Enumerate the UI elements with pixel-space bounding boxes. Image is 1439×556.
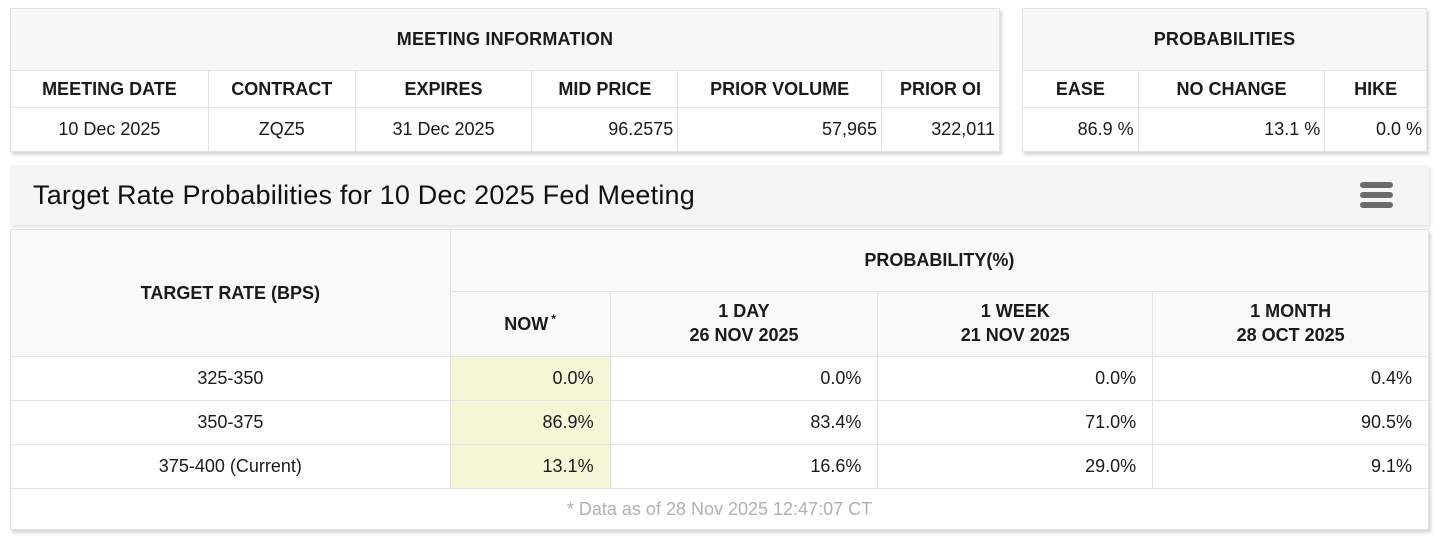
col-1-day-date: 26 NOV 2025 [689, 325, 799, 345]
col-header-1-week: 1 WEEK 21 NOV 2025 [877, 291, 1154, 357]
col-header-now: NOW * [449, 291, 611, 357]
month1-probability-value: 0.4% [1152, 356, 1429, 401]
col-header-mid-price: MID PRICE [531, 70, 679, 108]
col-header-prior-oi: PRIOR OI [881, 70, 1000, 108]
ease-value: 86.9 % [1022, 107, 1139, 152]
col-1-month-label: 1 MONTH [1250, 301, 1332, 322]
month1-probability-value: 9.1% [1152, 444, 1429, 489]
col-header-prior-volume: PRIOR VOLUME [677, 70, 883, 108]
prior-volume-value: 57,965 [677, 107, 883, 152]
day1-probability-value: 16.6% [609, 444, 879, 489]
probabilities-title-row: PROBABILITIES [1022, 8, 1427, 71]
hamburger-bar [1360, 202, 1393, 208]
col-1-month-date: 28 OCT 2025 [1236, 325, 1345, 345]
col-header-contract: CONTRACT [207, 70, 356, 108]
col-header-no-change: NO CHANGE [1137, 70, 1326, 108]
col-header-meeting-date: MEETING DATE [10, 70, 209, 108]
page-title: Target Rate Probabilities for 10 Dec 202… [33, 179, 695, 210]
now-label: NOW [504, 313, 549, 334]
rate-row-375-400-current: 375-400 (Current) 13.1% 16.6% 29.0% 9.1% [10, 444, 1429, 489]
data-as-of-footnote: * Data as of 28 Nov 2025 12:47:07 CT [10, 488, 1429, 530]
now-probability-value: 0.0% [449, 356, 611, 401]
prior-oi-value: 322,011 [881, 107, 1000, 152]
meeting-information-table: MEETING INFORMATION MEETING DATE CONTRAC… [10, 8, 1000, 152]
meeting-date-value: 10 Dec 2025 [10, 107, 209, 152]
col-header-expires: EXPIRES [354, 70, 533, 108]
target-rate-value: 375-400 (Current) [10, 444, 451, 489]
target-rate-value: 350-375 [10, 400, 451, 445]
meeting-information-title-row: MEETING INFORMATION [10, 8, 1000, 71]
month1-probability-value: 90.5% [1152, 400, 1429, 445]
col-header-1-day: 1 DAY 26 NOV 2025 [609, 291, 879, 357]
target-rate-value: 325-350 [10, 356, 451, 401]
fedwatch-panel: MEETING INFORMATION MEETING DATE CONTRAC… [0, 8, 1439, 556]
now-probability-value: 86.9% [449, 400, 611, 445]
summary-tables-row: MEETING INFORMATION MEETING DATE CONTRAC… [10, 8, 1429, 152]
rate-row-350-375: 350-375 86.9% 83.4% 71.0% 90.5% [10, 400, 1429, 445]
expires-value: 31 Dec 2025 [354, 107, 533, 152]
now-asterisk: * [551, 311, 556, 326]
meeting-information-data-row: 10 Dec 2025 ZQZ5 31 Dec 2025 96.2575 57,… [10, 107, 1000, 152]
col-1-day-label: 1 DAY [718, 301, 770, 322]
contract-value: ZQZ5 [207, 107, 356, 152]
col-header-target-rate: TARGET RATE (BPS) [10, 229, 451, 357]
week1-probability-value: 0.0% [877, 356, 1154, 401]
meeting-information-title: MEETING INFORMATION [10, 8, 1000, 71]
col-1-week-date: 21 NOV 2025 [960, 325, 1070, 345]
col-header-ease: EASE [1022, 70, 1139, 108]
section-title-bar: Target Rate Probabilities for 10 Dec 202… [10, 165, 1429, 225]
col-1-week-label: 1 WEEK [980, 301, 1050, 322]
probabilities-title: PROBABILITIES [1022, 8, 1427, 71]
rate-table-group-header-row: TARGET RATE (BPS) PROBABILITY(%) [10, 229, 1430, 357]
meeting-information-header-row: MEETING DATE CONTRACT EXPIRES MID PRICE … [10, 70, 1000, 108]
rate-row-325-350: 325-350 0.0% 0.0% 0.0% 0.4% [10, 356, 1429, 401]
probabilities-header-row: EASE NO CHANGE HIKE [1022, 70, 1427, 108]
col-header-hike: HIKE [1324, 70, 1427, 108]
day1-probability-value: 0.0% [609, 356, 879, 401]
now-probability-value: 13.1% [449, 444, 611, 489]
hike-value: 0.0 % [1324, 107, 1427, 152]
day1-probability-value: 83.4% [609, 400, 879, 445]
mid-price-value: 96.2575 [531, 107, 679, 152]
week1-probability-value: 29.0% [877, 444, 1154, 489]
week1-probability-value: 71.0% [877, 400, 1154, 445]
target-rate-probabilities-table: TARGET RATE (BPS) PROBABILITY(%) NOW * 1 … [10, 229, 1430, 530]
hamburger-bar [1360, 192, 1393, 198]
col-header-probability: PROBABILITY(%) [449, 229, 1430, 292]
rate-table-footnote-row: * Data as of 28 Nov 2025 12:47:07 CT [10, 488, 1429, 530]
no-change-value: 13.1 % [1137, 107, 1326, 152]
rate-table-sub-header-row: NOW * 1 DAY 26 NOV 2025 1 WEEK 21 NOV 202… [11, 291, 1429, 357]
hamburger-menu-icon[interactable] [1358, 178, 1395, 212]
probabilities-summary-table: PROBABILITIES EASE NO CHANGE HIKE 86.9 %… [1022, 8, 1427, 152]
col-header-1-month: 1 MONTH 28 OCT 2025 [1152, 291, 1429, 357]
hamburger-bar [1360, 182, 1393, 188]
probabilities-data-row: 86.9 % 13.1 % 0.0 % [1022, 107, 1427, 152]
